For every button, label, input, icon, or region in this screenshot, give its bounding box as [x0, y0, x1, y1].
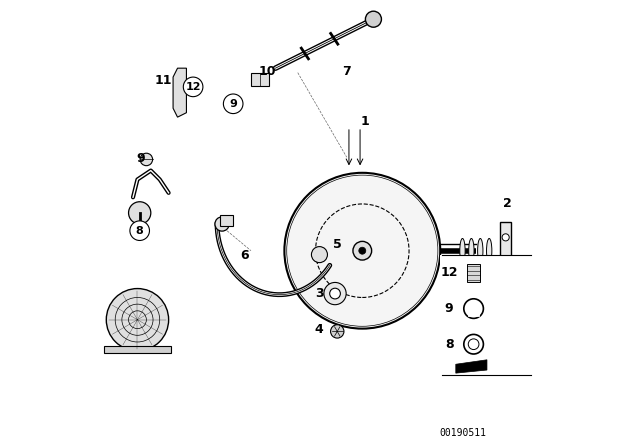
Bar	[220, 215, 233, 226]
Text: 12: 12	[186, 82, 201, 92]
Text: 10: 10	[259, 65, 276, 78]
Text: 5: 5	[333, 237, 342, 250]
Bar	[104, 346, 171, 353]
Circle shape	[223, 94, 243, 114]
Text: 1: 1	[360, 115, 369, 128]
Text: 11: 11	[154, 74, 172, 87]
Circle shape	[183, 77, 203, 97]
Circle shape	[365, 11, 381, 27]
Circle shape	[130, 221, 150, 241]
Circle shape	[129, 202, 151, 224]
Circle shape	[359, 247, 366, 254]
Circle shape	[502, 260, 509, 267]
Bar	[467, 264, 480, 282]
Text: 9: 9	[137, 151, 145, 164]
Text: 6: 6	[240, 249, 248, 262]
Text: 7: 7	[342, 65, 351, 78]
Circle shape	[312, 246, 328, 263]
Circle shape	[353, 241, 372, 260]
Circle shape	[330, 288, 340, 299]
Text: 2: 2	[502, 198, 511, 211]
Text: 8: 8	[445, 338, 453, 351]
Circle shape	[331, 325, 344, 338]
Circle shape	[106, 289, 168, 351]
Circle shape	[502, 234, 509, 241]
Circle shape	[324, 282, 346, 305]
Ellipse shape	[468, 238, 474, 263]
Text: 3: 3	[316, 287, 324, 300]
Polygon shape	[173, 68, 186, 117]
Bar	[251, 73, 269, 86]
Text: 9: 9	[229, 99, 237, 109]
Polygon shape	[456, 360, 487, 373]
Ellipse shape	[460, 238, 465, 263]
Text: 8: 8	[136, 226, 143, 236]
Text: 00190511: 00190511	[439, 428, 486, 438]
Circle shape	[215, 217, 229, 231]
Bar	[440, 255, 534, 375]
Text: 9: 9	[445, 302, 453, 315]
Bar	[500, 222, 511, 280]
Ellipse shape	[477, 238, 483, 263]
Text: 4: 4	[315, 323, 323, 336]
Ellipse shape	[486, 238, 492, 263]
Circle shape	[284, 173, 440, 329]
Text: 12: 12	[440, 267, 458, 280]
Circle shape	[140, 153, 152, 166]
